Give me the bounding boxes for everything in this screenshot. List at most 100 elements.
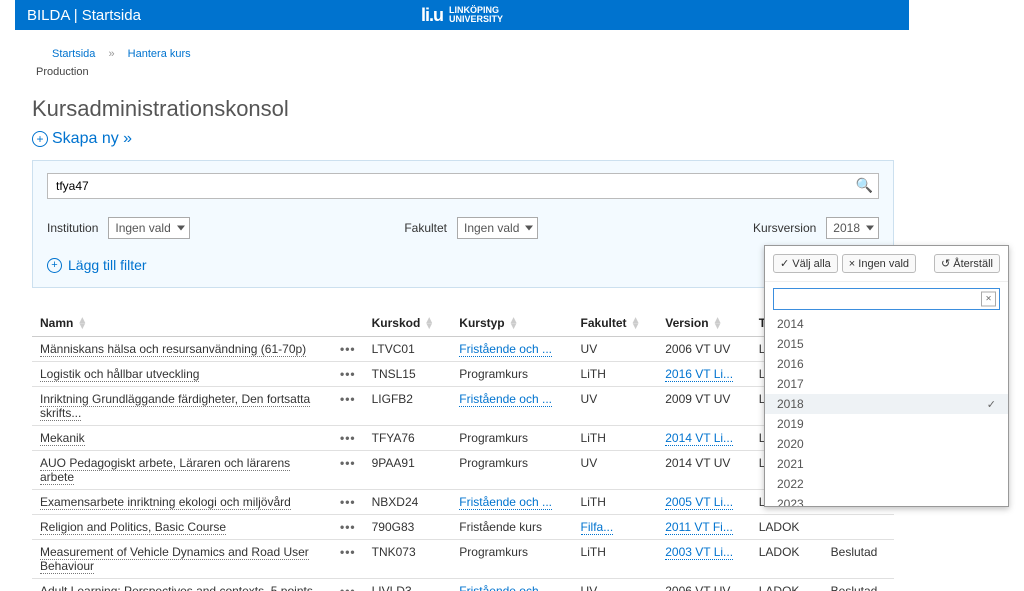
ellipsis-icon: ••• [340, 520, 356, 534]
plus-circle-icon: + [32, 131, 48, 147]
cell-kurskod: NBXD24 [364, 490, 452, 515]
cell-namn[interactable]: AUO Pedagogiskt arbete, Läraren och lära… [32, 451, 332, 490]
cell-kurstyp[interactable]: Fristående och ... [451, 337, 572, 362]
cell-version[interactable]: 2011 VT Fi... [657, 515, 751, 540]
topbar: BILDA | Startsida li.u LINKÖPING UNIVERS… [15, 0, 909, 30]
row-menu-button[interactable]: ••• [332, 515, 364, 540]
create-new-button[interactable]: + Skapa ny » [32, 130, 894, 148]
row-menu-button[interactable]: ••• [332, 387, 364, 426]
cell-typ: LADOK [751, 540, 814, 579]
cell-namn[interactable]: Adult Learning: Perspectives and context… [32, 579, 332, 591]
institution-select[interactable]: Ingen vald [108, 217, 189, 239]
cell-typ: LADOK [751, 579, 814, 591]
dropdown-select-all-button[interactable]: ✓ Välj alla [773, 254, 838, 273]
cell-kurstyp: Programkurs [451, 426, 572, 451]
dropdown-option[interactable]: 2021 [765, 454, 1008, 474]
breadcrumb-sep: » [108, 48, 114, 60]
logo-text: LINKÖPING UNIVERSITY [449, 6, 503, 24]
dropdown-option-list[interactable]: 20142015201620172018✓2019202020212022202… [765, 316, 1008, 506]
row-menu-button[interactable]: ••• [332, 451, 364, 490]
plus-circle-icon: + [47, 258, 62, 273]
dropdown-option[interactable]: 2020 [765, 434, 1008, 454]
ellipsis-icon: ••• [340, 431, 356, 445]
row-menu-button[interactable]: ••• [332, 490, 364, 515]
cell-namn[interactable]: Examensarbete inriktning ekologi och mil… [32, 490, 332, 515]
col-namn[interactable]: Namn▲▼ [32, 310, 332, 337]
add-filter-button[interactable]: + Lägg till filter [47, 257, 879, 273]
row-menu-button[interactable]: ••• [332, 540, 364, 579]
dropdown-option[interactable]: 2018✓ [765, 394, 1008, 414]
col-fakultet[interactable]: Fakultet▲▼ [573, 310, 658, 337]
kursversion-label: Kursversion [753, 221, 816, 235]
kursversion-select[interactable]: 2018 [826, 217, 879, 239]
dropdown-none-button[interactable]: × Ingen vald [842, 254, 916, 273]
cell-fakultet: UV [573, 337, 658, 362]
add-filter-label: Lägg till filter [68, 257, 147, 273]
cell-kurstyp: Programkurs [451, 362, 572, 387]
sort-icon: ▲▼ [77, 318, 87, 330]
fakultet-select[interactable]: Ingen vald [457, 217, 538, 239]
cell-version: 2006 VT UV [657, 579, 751, 591]
cell-version[interactable]: 2005 VT Li... [657, 490, 751, 515]
dropdown-option[interactable]: 2019 [765, 414, 1008, 434]
cell-kurskod: LIVLD3 [364, 579, 452, 591]
cell-kurskod: TNK073 [364, 540, 452, 579]
cell-namn[interactable]: Measurement of Vehicle Dynamics and Road… [32, 540, 332, 579]
table-row: Religion and Politics, Basic Course ••• … [32, 515, 894, 540]
cell-fakultet[interactable]: Filfa... [573, 515, 658, 540]
cell-version: 2006 VT UV [657, 337, 751, 362]
dropdown-option[interactable]: 2014 [765, 316, 1008, 334]
cell-kurskod: TFYA76 [364, 426, 452, 451]
breadcrumb-home-link[interactable]: Startsida [52, 48, 95, 60]
dropdown-reset-button[interactable]: ↺ Återställ [934, 254, 1000, 273]
cell-version[interactable]: 2003 VT Li... [657, 540, 751, 579]
cell-version: 2014 VT UV [657, 451, 751, 490]
table-row: Adult Learning: Perspectives and context… [32, 579, 894, 591]
cell-kurskod: TNSL15 [364, 362, 452, 387]
dropdown-option[interactable]: 2023 [765, 494, 1008, 506]
caret-down-icon [866, 226, 874, 231]
search-input[interactable] [47, 173, 879, 199]
cell-kurstyp[interactable]: Fristående och ... [451, 579, 572, 591]
cell-kurstyp: Programkurs [451, 540, 572, 579]
check-icon: ✓ [987, 398, 996, 411]
dropdown-option[interactable]: 2022 [765, 474, 1008, 494]
sort-icon: ▲▼ [424, 318, 434, 330]
cell-namn[interactable]: Religion and Politics, Basic Course [32, 515, 332, 540]
row-menu-button[interactable]: ••• [332, 337, 364, 362]
cell-fakultet: LiTH [573, 362, 658, 387]
col-version[interactable]: Version▲▼ [657, 310, 751, 337]
cell-namn[interactable]: Logistik och hållbar utveckling [32, 362, 332, 387]
dropdown-option[interactable]: 2015 [765, 334, 1008, 354]
cell-namn[interactable]: Inriktning Grundläggande färdigheter, De… [32, 387, 332, 426]
dropdown-option[interactable]: 2017 [765, 374, 1008, 394]
ellipsis-icon: ••• [340, 367, 356, 381]
search-icon[interactable]: 🔍 [856, 177, 873, 194]
row-menu-button[interactable]: ••• [332, 579, 364, 591]
kursversion-dropdown: ✓ Välj alla × Ingen vald ↺ Återställ × 2… [764, 245, 1009, 507]
breadcrumb: Startsida » Hantera kurs [52, 48, 894, 60]
cell-status: Beslutad [814, 579, 894, 591]
cell-kurstyp[interactable]: Fristående och ... [451, 387, 572, 426]
breadcrumb-current-link[interactable]: Hantera kurs [128, 48, 191, 60]
cell-namn[interactable]: Människans hälsa och resursanvändning (6… [32, 337, 332, 362]
row-menu-button[interactable]: ••• [332, 426, 364, 451]
cell-status: Beslutad [814, 540, 894, 579]
cell-kurskod: 790G83 [364, 515, 452, 540]
cell-version[interactable]: 2014 VT Li... [657, 426, 751, 451]
cell-version[interactable]: 2016 VT Li... [657, 362, 751, 387]
page-title: Kursadministrationskonsol [32, 96, 894, 122]
logo-mark: li.u [421, 5, 443, 26]
dropdown-filter-input[interactable] [773, 288, 1000, 310]
caret-down-icon [525, 226, 533, 231]
col-kurstyp[interactable]: Kurstyp▲▼ [451, 310, 572, 337]
cell-kurstyp[interactable]: Fristående och ... [451, 490, 572, 515]
table-row: Measurement of Vehicle Dynamics and Road… [32, 540, 894, 579]
cell-namn[interactable]: Mekanik [32, 426, 332, 451]
dropdown-option[interactable]: 2016 [765, 354, 1008, 374]
col-kurskod[interactable]: Kurskod▲▼ [364, 310, 452, 337]
dropdown-clear-icon[interactable]: × [981, 292, 996, 307]
cell-fakultet: UV [573, 579, 658, 591]
row-menu-button[interactable]: ••• [332, 362, 364, 387]
create-new-label: Skapa ny » [52, 130, 132, 148]
